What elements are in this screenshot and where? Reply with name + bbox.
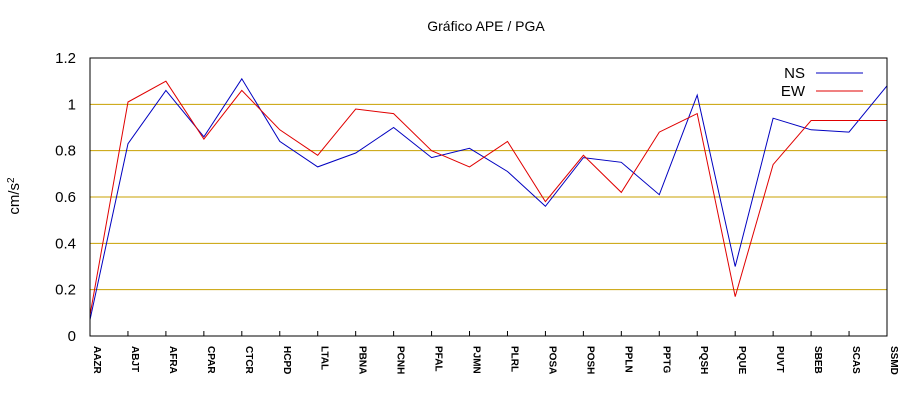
x-tick-labels: AAZR ABJT AFRA CPAR CTCR HCPD LTAL PBNA PCNH PFAL… [89,331,899,375]
x-tick-label: AFRA [167,346,178,374]
series-line-ew [89,80,887,316]
x-tick-label: PFAL [433,346,444,372]
y-tick-labels: 0 0.2 0.4 0.6 0.8 1 1.2 [55,50,76,345]
x-tick-label: CPAR [205,346,216,374]
x-tick-label: AAZR [91,346,102,375]
x-tick-label: PQSH [698,346,709,374]
y-axis-label-superscript: 2 [6,177,17,183]
x-tick-label: LTAL [319,346,330,370]
x-tick-label: PBNA [357,346,368,374]
chart-title: Gráfico APE / PGA [427,18,545,34]
x-tick-label: POSA [546,346,557,374]
y-tick-label: 0 [68,328,76,345]
y-tick-label: 0.4 [55,235,76,252]
x-tick-label: ABJT [129,346,140,372]
legend-label-ns: NS [784,65,805,82]
x-tick-label: PLRL [508,346,519,372]
x-tick-label: POSH [584,346,595,374]
series-line-ns [89,77,888,320]
y-tick-label: 0.2 [55,282,76,299]
grid-lines [90,103,887,291]
series-lines [89,77,888,320]
y-axis-label: cm/s2 [6,177,24,215]
x-tick-label: PPLN [622,346,633,373]
x-tick-label: PPTG [660,346,671,373]
y-tick-label: 1 [68,96,76,113]
x-tick-label: PUVT [774,346,785,373]
x-tick-label: HCPD [281,346,292,374]
x-tick-label: SSMD [888,346,899,375]
plot-frame [89,57,888,337]
x-tick-label: CTCR [243,346,254,375]
y-tick-label: 0.6 [55,189,76,206]
y-tick-label: 0.8 [55,143,76,160]
x-tick-label: SBEB [812,346,823,374]
x-tick-label: PQUE [736,346,747,375]
x-tick-label: SCAS [850,346,861,374]
y-axis-label-text: cm/s [6,183,23,215]
x-tick-label: PJMN [471,346,482,374]
y-tick-label: 1.2 [55,50,76,67]
x-tick-label: PCNH [395,346,406,374]
legend-label-ew: EW [781,83,806,100]
